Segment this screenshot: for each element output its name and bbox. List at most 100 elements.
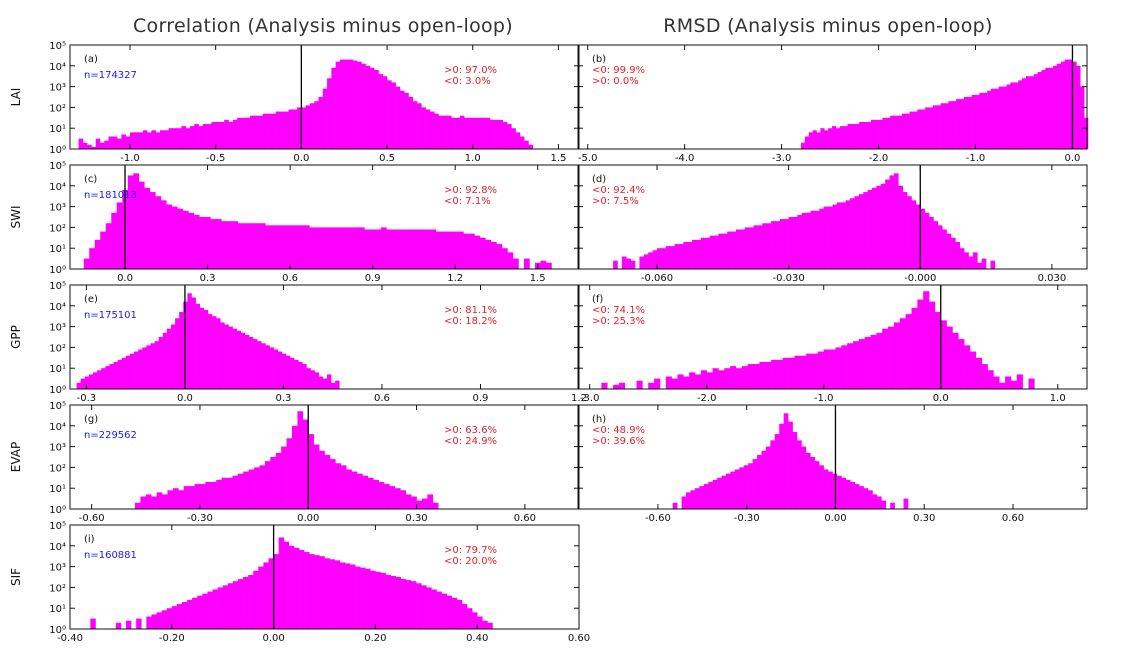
histogram-bar bbox=[1053, 65, 1058, 149]
panel-letter: (i) bbox=[84, 534, 95, 545]
histogram-bar bbox=[700, 370, 708, 389]
histogram-bar bbox=[743, 465, 749, 509]
histogram-bar bbox=[275, 452, 282, 509]
histogram-bar bbox=[390, 575, 397, 629]
histogram-bar bbox=[977, 262, 982, 269]
histogram-bar bbox=[355, 566, 361, 629]
histogram-bar bbox=[851, 124, 856, 149]
histogram-bar bbox=[349, 564, 356, 629]
histogram-bar bbox=[468, 117, 474, 149]
histogram-bar bbox=[288, 545, 295, 629]
histogram-bar bbox=[267, 113, 272, 149]
histogram-bar bbox=[389, 486, 396, 509]
histogram-bar bbox=[801, 212, 807, 269]
x-tick-label: -0.60 bbox=[79, 513, 105, 524]
histogram-bar bbox=[380, 227, 387, 269]
histogram-bar bbox=[792, 432, 798, 509]
histogram-bar bbox=[340, 465, 347, 509]
histogram-bar bbox=[1016, 374, 1023, 389]
histogram-bar bbox=[249, 115, 255, 149]
histogram-bar bbox=[613, 260, 618, 269]
histogram-bar bbox=[89, 248, 96, 269]
histogram-bar bbox=[752, 459, 758, 509]
histogram-bar bbox=[207, 314, 213, 389]
histogram-bar bbox=[374, 69, 379, 149]
histogram-bar bbox=[134, 351, 139, 389]
histogram-bar bbox=[95, 138, 101, 149]
histogram-bar bbox=[643, 254, 649, 269]
histogram-bar bbox=[854, 484, 860, 509]
histogram-bar bbox=[109, 364, 114, 389]
histogram-bar bbox=[762, 223, 767, 269]
histogram-bar bbox=[292, 109, 298, 149]
histogram-panel: -0.060 -0.030 -0.000 0.030 (d)<0: 92.4%>0: 7… bbox=[577, 164, 1088, 284]
histogram-bar bbox=[286, 438, 293, 509]
histogram-bar bbox=[885, 179, 890, 269]
histogram-bar bbox=[903, 498, 909, 509]
histogram-bar bbox=[937, 225, 943, 269]
histogram-bar bbox=[712, 368, 719, 389]
histogram-bar bbox=[244, 334, 250, 389]
histogram-bar bbox=[335, 463, 342, 509]
histogram-bar bbox=[202, 593, 208, 629]
histogram-bar bbox=[197, 595, 203, 629]
histogram-bar bbox=[683, 241, 688, 269]
stat-percentage: <0: 74.1% bbox=[592, 305, 645, 316]
histogram-bar bbox=[185, 128, 191, 149]
x-tick-label: 0.9 bbox=[473, 393, 489, 404]
histogram-bar bbox=[502, 121, 508, 149]
histogram-bar bbox=[335, 380, 340, 389]
histogram-bar bbox=[99, 142, 105, 149]
x-tick-label: -3.0 bbox=[580, 393, 600, 404]
histogram-bar bbox=[83, 258, 90, 269]
histogram-bar bbox=[161, 610, 168, 629]
stat-percentage: >0: 81.1% bbox=[444, 305, 497, 316]
histogram-bar bbox=[224, 119, 229, 149]
histogram-bar bbox=[129, 132, 135, 149]
x-tick-label: -0.3 bbox=[77, 393, 97, 404]
histogram-bar bbox=[254, 467, 260, 509]
histogram-bar bbox=[232, 119, 238, 149]
x-tick-label: -1.0 bbox=[814, 393, 834, 404]
histogram-bar bbox=[788, 421, 793, 509]
histogram-bar bbox=[819, 465, 824, 509]
histogram-bar bbox=[964, 252, 969, 269]
histogram-bar bbox=[212, 316, 217, 389]
histogram-bar bbox=[487, 622, 493, 629]
histogram-bar bbox=[812, 353, 819, 389]
histogram-bar bbox=[524, 140, 529, 149]
histogram-bar bbox=[694, 488, 700, 509]
histogram-bar bbox=[199, 484, 206, 509]
stat-percentage: <0: 99.9% bbox=[592, 65, 645, 76]
histogram-bar bbox=[134, 132, 139, 149]
histogram-bar bbox=[654, 378, 661, 389]
histogram-bar bbox=[656, 248, 662, 269]
panel-letter: (f) bbox=[592, 294, 603, 305]
y-tick-label: 10⁰ bbox=[49, 145, 66, 156]
histogram-bar bbox=[159, 130, 165, 149]
histogram-bar bbox=[771, 221, 776, 269]
histogram-bar bbox=[695, 374, 702, 389]
histogram-bar bbox=[178, 490, 185, 509]
histogram-bar bbox=[156, 612, 162, 629]
histogram-bar bbox=[948, 101, 953, 149]
histogram-bar bbox=[897, 115, 903, 149]
histogram-bar bbox=[952, 332, 959, 389]
y-tick-label: 10⁵ bbox=[49, 281, 66, 292]
histogram-bar bbox=[540, 260, 547, 269]
histogram-bar bbox=[155, 132, 161, 149]
histogram-bar bbox=[894, 115, 899, 149]
histogram-bar bbox=[890, 115, 895, 149]
histogram-bar bbox=[876, 332, 883, 389]
histogram-bar bbox=[1037, 72, 1042, 149]
histogram-bar bbox=[871, 187, 877, 269]
histogram-bar bbox=[78, 138, 84, 149]
histogram-bar bbox=[82, 142, 88, 149]
histogram-bar bbox=[998, 86, 1003, 149]
x-tick-label: 0.00 bbox=[297, 513, 319, 524]
histogram-bar bbox=[1025, 76, 1031, 149]
histogram-bar bbox=[911, 200, 917, 269]
histogram-bar bbox=[179, 312, 184, 389]
histogram-bar bbox=[967, 97, 972, 149]
histogram-bar bbox=[156, 492, 163, 509]
